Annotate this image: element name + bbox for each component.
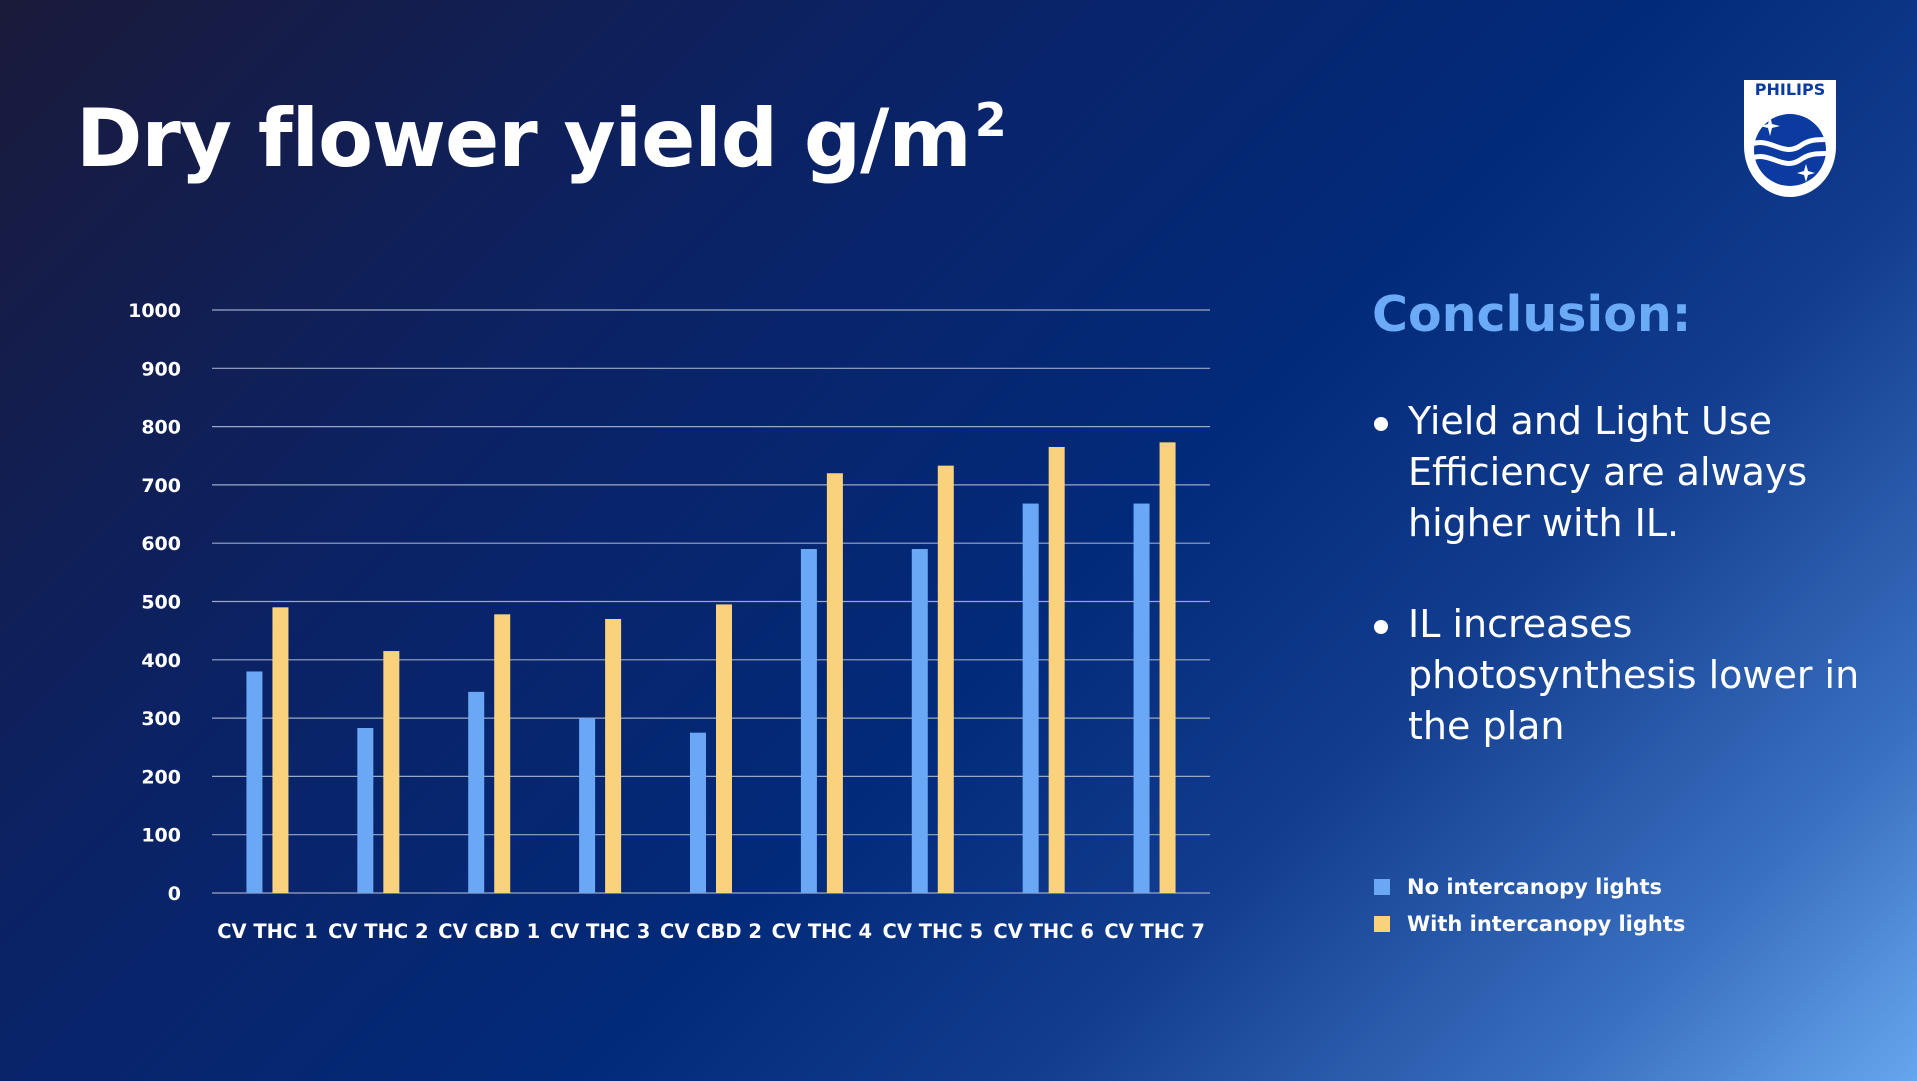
bar-with-il (1159, 442, 1176, 893)
chart-gridlines (212, 309, 1210, 894)
y-tick-label: 800 (141, 417, 181, 439)
bar-no-il (1022, 503, 1039, 893)
legend-swatch-no-il (1374, 878, 1390, 895)
conclusion-bullets: Yield and Light Use Efficiency are alway… (1372, 396, 1872, 802)
legend-item-no-il: No intercanopy lights (1374, 868, 1685, 905)
x-tick-label: CV THC 1 (217, 920, 317, 943)
y-tick-label: 400 (141, 650, 181, 672)
title-text: Dry flower yield g/m (76, 92, 972, 185)
bar-with-il (383, 651, 400, 893)
legend-label: With intercanopy lights (1407, 911, 1686, 936)
x-tick-label: CV CBD 1 (438, 920, 540, 943)
x-tick-label: CV THC 6 (993, 920, 1093, 943)
chart-legend: No intercanopy lights With intercanopy l… (1374, 868, 1685, 942)
x-tick-label: CV THC 4 (772, 920, 872, 943)
bar-no-il (800, 549, 817, 893)
chart-bars (246, 442, 1176, 893)
y-tick-label: 1000 (128, 300, 181, 322)
x-tick-label: CV THC 3 (550, 920, 650, 943)
bar-no-il (357, 728, 374, 893)
bar-no-il (579, 718, 596, 893)
bar-with-il (272, 607, 289, 893)
bar-with-il (826, 473, 843, 893)
x-axis-categories: CV THC 1 CV THC 2 CV CBD 1 CV THC 3 CV CBD 2… (217, 920, 1205, 943)
x-tick-label: CV THC 7 (1104, 920, 1204, 943)
bar-no-il (468, 691, 485, 893)
legend-swatch-with-il (1374, 915, 1390, 932)
philips-shield-logo-icon: PHILIPS (1744, 80, 1836, 197)
y-tick-label: 200 (141, 766, 181, 788)
bar-with-il (716, 604, 732, 893)
bar-no-il (1133, 503, 1150, 893)
title-superscript: 2 (974, 93, 1007, 147)
bar-no-il (690, 732, 706, 893)
y-tick-label: 900 (141, 358, 181, 380)
y-tick-label: 500 (141, 592, 181, 614)
bar-with-il (1048, 447, 1065, 893)
y-tick-label: 100 (141, 825, 181, 847)
legend-label: No intercanopy lights (1407, 874, 1663, 899)
x-tick-label: CV THC 5 (883, 920, 983, 943)
conclusion-bullet: IL increases photosynthesis lower in the… (1372, 599, 1872, 752)
y-tick-label: 300 (141, 708, 181, 730)
bar-no-il (911, 549, 928, 893)
y-tick-label: 700 (141, 475, 181, 497)
bar-with-il (605, 618, 622, 893)
bar-no-il (246, 671, 263, 893)
x-tick-label: CV CBD 2 (660, 920, 762, 943)
bar-with-il (494, 614, 511, 893)
x-tick-label: CV THC 2 (328, 920, 428, 943)
y-axis-ticks: 0 100 200 300 400 500 600 700 800 900 1000 (128, 300, 181, 905)
conclusion-bullet: Yield and Light Use Efficiency are alway… (1372, 396, 1872, 549)
y-tick-label: 0 (168, 883, 181, 905)
page-title: Dry flower yield g/m2 (76, 92, 1007, 185)
logo-wordmark: PHILIPS (1755, 80, 1825, 99)
y-tick-label: 600 (141, 533, 181, 555)
legend-item-with-il: With intercanopy lights (1374, 905, 1685, 942)
conclusion-heading: Conclusion: (1372, 286, 1692, 343)
bar-with-il (937, 465, 954, 893)
